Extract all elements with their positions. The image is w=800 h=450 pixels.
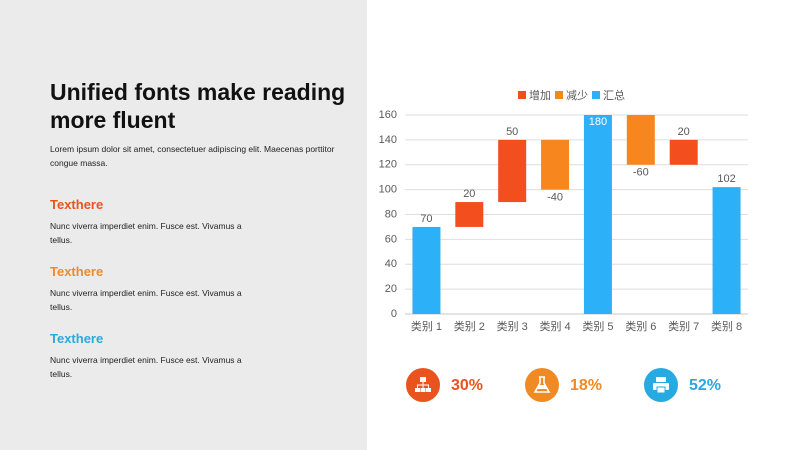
section-heading: Texthere [50, 331, 104, 346]
y-tick-label: 100 [379, 184, 397, 196]
x-tick-label: 类别 7 [668, 319, 699, 333]
data-label: 102 [717, 173, 735, 185]
y-tick-label: 120 [379, 159, 397, 171]
bar [541, 139, 570, 190]
data-label: 70 [420, 213, 432, 225]
legend-swatch [555, 91, 563, 99]
bar [626, 115, 655, 165]
y-tick-label: 40 [385, 258, 397, 270]
bar [498, 139, 527, 203]
bar [669, 139, 698, 165]
data-label: 50 [506, 126, 518, 138]
bar [455, 202, 484, 227]
data-label: -40 [547, 192, 563, 204]
section-heading: Texthere [50, 264, 104, 279]
x-tick-label: 类别 2 [454, 319, 485, 333]
x-tick-label: 类别 8 [711, 319, 742, 333]
legend-label: 增加 [529, 88, 551, 102]
stat-value: 52% [689, 377, 721, 394]
icon-glyph [533, 376, 551, 393]
x-tick-label: 类别 5 [582, 319, 613, 333]
stat-value: 18% [570, 377, 602, 394]
data-label: 20 [678, 126, 690, 138]
y-tick-label: 60 [385, 233, 397, 245]
legend-swatch [592, 91, 600, 99]
data-label: 20 [463, 188, 475, 200]
legend-label: 减少 [566, 89, 588, 102]
legend-swatch [518, 91, 526, 99]
bar [583, 115, 612, 314]
intro: Lorem ipsum dolor sit amet, consectetuer… [50, 144, 335, 168]
y-tick-label: 80 [385, 208, 397, 220]
y-tick-label: 0 [391, 308, 397, 320]
stat-value: 30% [451, 377, 483, 394]
title: Unified fonts make reading more fluent [50, 79, 346, 133]
bar [712, 187, 741, 314]
x-tick-label: 类别 3 [497, 319, 528, 333]
legend-label: 汇总 [603, 88, 625, 102]
icon-glyph [415, 377, 431, 392]
icon-glyph [653, 377, 669, 394]
bar [412, 226, 441, 314]
x-tick-label: 类别 6 [625, 319, 656, 333]
left-panel [0, 0, 367, 450]
x-tick-label: 类别 4 [539, 319, 570, 333]
x-tick-label: 类别 1 [411, 319, 442, 333]
y-tick-label: 140 [379, 134, 397, 146]
section-heading: Texthere [50, 197, 104, 212]
section-body: Nunc viverra imperdiet enim. Fusce est. … [50, 221, 242, 245]
data-label: 180 [589, 116, 607, 128]
section-body: Nunc viverra imperdiet enim. Fusce est. … [50, 288, 242, 312]
y-tick-label: 160 [379, 109, 397, 121]
y-tick-label: 20 [385, 283, 397, 295]
section-body: Nunc viverra imperdiet enim. Fusce est. … [50, 355, 242, 379]
data-label: -60 [633, 167, 649, 179]
